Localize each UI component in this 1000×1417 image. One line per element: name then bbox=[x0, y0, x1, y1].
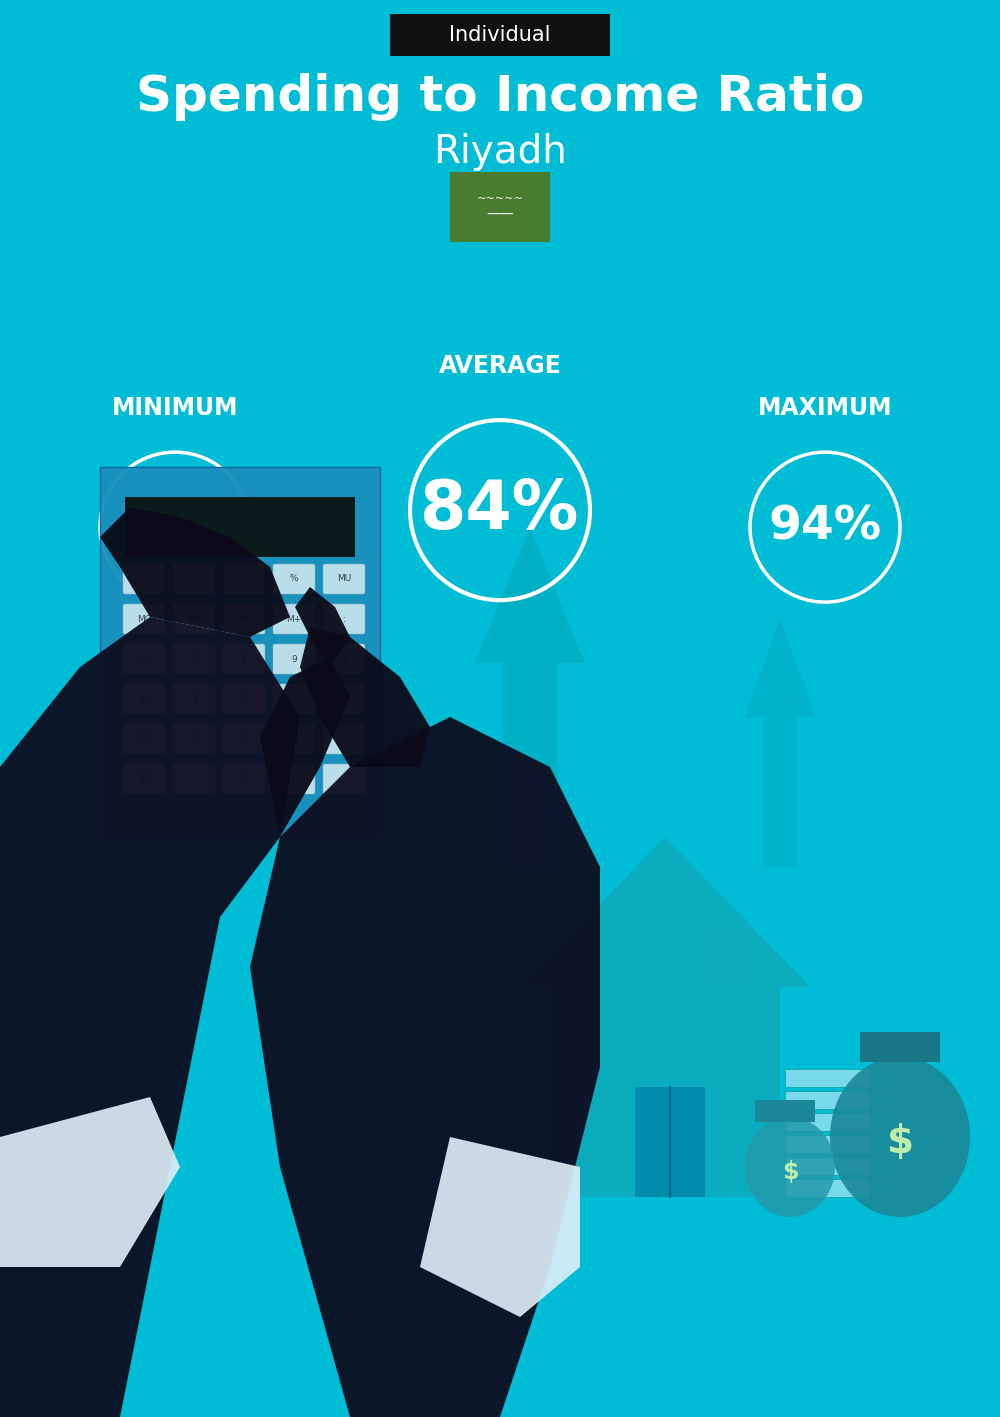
Text: M-: M- bbox=[239, 615, 250, 623]
Bar bbox=[755, 1100, 815, 1122]
FancyBboxPatch shape bbox=[323, 764, 365, 794]
Text: 9: 9 bbox=[291, 655, 297, 663]
Bar bbox=[785, 1112, 870, 1131]
FancyBboxPatch shape bbox=[223, 764, 265, 794]
Text: MU: MU bbox=[337, 574, 351, 584]
Text: Individual: Individual bbox=[449, 26, 551, 45]
FancyBboxPatch shape bbox=[173, 604, 215, 633]
FancyBboxPatch shape bbox=[173, 764, 215, 794]
Text: Spending to Income Ratio: Spending to Income Ratio bbox=[136, 74, 864, 120]
Polygon shape bbox=[250, 717, 600, 1417]
Text: MINIMUM: MINIMUM bbox=[112, 397, 238, 419]
FancyBboxPatch shape bbox=[123, 604, 165, 633]
FancyBboxPatch shape bbox=[323, 604, 365, 633]
FancyBboxPatch shape bbox=[173, 684, 215, 714]
FancyBboxPatch shape bbox=[273, 724, 315, 754]
Bar bbox=[710, 927, 745, 988]
FancyBboxPatch shape bbox=[173, 564, 215, 594]
Text: Riyadh: Riyadh bbox=[433, 133, 567, 171]
FancyBboxPatch shape bbox=[223, 643, 265, 674]
FancyBboxPatch shape bbox=[223, 564, 265, 594]
Bar bbox=[785, 1135, 870, 1153]
Text: C/A: C/A bbox=[136, 734, 152, 744]
Text: -: - bbox=[342, 694, 346, 703]
Text: AVERAGE: AVERAGE bbox=[439, 354, 561, 377]
Bar bbox=[785, 1091, 870, 1110]
Text: 00: 00 bbox=[138, 775, 150, 784]
FancyBboxPatch shape bbox=[390, 14, 610, 57]
Text: +/-: +/- bbox=[137, 655, 151, 663]
Text: M+: M+ bbox=[286, 615, 302, 623]
Polygon shape bbox=[260, 657, 350, 837]
Bar bbox=[785, 1068, 870, 1087]
Text: $: $ bbox=[887, 1124, 914, 1161]
Text: 74%: 74% bbox=[118, 504, 232, 550]
Text: MR: MR bbox=[187, 615, 201, 623]
FancyBboxPatch shape bbox=[273, 764, 315, 794]
Text: 2: 2 bbox=[241, 734, 247, 744]
FancyBboxPatch shape bbox=[123, 724, 165, 754]
Polygon shape bbox=[0, 1097, 180, 1267]
FancyBboxPatch shape bbox=[223, 724, 265, 754]
FancyBboxPatch shape bbox=[173, 724, 215, 754]
Text: MAXIMUM: MAXIMUM bbox=[758, 397, 892, 419]
Text: 4: 4 bbox=[191, 694, 197, 703]
FancyBboxPatch shape bbox=[123, 764, 165, 794]
Text: MC: MC bbox=[137, 615, 151, 623]
Text: 94%: 94% bbox=[768, 504, 882, 550]
Text: 6: 6 bbox=[291, 694, 297, 703]
Polygon shape bbox=[520, 837, 810, 988]
Text: 0: 0 bbox=[241, 775, 247, 784]
FancyBboxPatch shape bbox=[323, 724, 365, 754]
Text: 5: 5 bbox=[241, 694, 247, 703]
FancyBboxPatch shape bbox=[273, 564, 315, 594]
Text: $: $ bbox=[782, 1161, 798, 1185]
Polygon shape bbox=[745, 616, 815, 867]
Polygon shape bbox=[420, 1136, 580, 1316]
FancyBboxPatch shape bbox=[123, 684, 165, 714]
Polygon shape bbox=[550, 988, 780, 1197]
FancyBboxPatch shape bbox=[273, 643, 315, 674]
FancyBboxPatch shape bbox=[323, 564, 365, 594]
Text: 1: 1 bbox=[191, 734, 197, 744]
Polygon shape bbox=[100, 507, 290, 638]
FancyBboxPatch shape bbox=[323, 684, 365, 714]
Ellipse shape bbox=[745, 1117, 835, 1217]
Bar bbox=[450, 171, 550, 242]
Bar bbox=[785, 1158, 870, 1175]
Polygon shape bbox=[295, 587, 350, 667]
Bar bbox=[125, 497, 355, 557]
Bar bbox=[785, 1179, 870, 1197]
FancyBboxPatch shape bbox=[223, 684, 265, 714]
FancyBboxPatch shape bbox=[123, 643, 165, 674]
FancyBboxPatch shape bbox=[173, 643, 215, 674]
FancyBboxPatch shape bbox=[123, 564, 165, 594]
Text: 8: 8 bbox=[241, 655, 247, 663]
Ellipse shape bbox=[830, 1057, 970, 1217]
FancyBboxPatch shape bbox=[273, 604, 315, 633]
Text: 84%: 84% bbox=[420, 478, 580, 543]
Polygon shape bbox=[0, 616, 300, 1417]
Bar bbox=[635, 1087, 705, 1197]
Polygon shape bbox=[100, 468, 380, 837]
Text: 7: 7 bbox=[191, 655, 197, 663]
Text: x: x bbox=[341, 655, 347, 663]
Text: .: . bbox=[193, 775, 195, 784]
Polygon shape bbox=[475, 527, 585, 867]
FancyBboxPatch shape bbox=[273, 684, 315, 714]
Text: :: : bbox=[343, 615, 345, 623]
Text: %: % bbox=[290, 574, 298, 584]
Text: 3: 3 bbox=[291, 734, 297, 744]
Text: ——: —— bbox=[486, 208, 514, 222]
FancyBboxPatch shape bbox=[223, 604, 265, 633]
Bar bbox=[860, 1032, 940, 1061]
FancyBboxPatch shape bbox=[323, 643, 365, 674]
Text: ►: ► bbox=[141, 694, 147, 703]
Polygon shape bbox=[300, 626, 430, 767]
Text: ~~~~~: ~~~~~ bbox=[477, 194, 523, 204]
